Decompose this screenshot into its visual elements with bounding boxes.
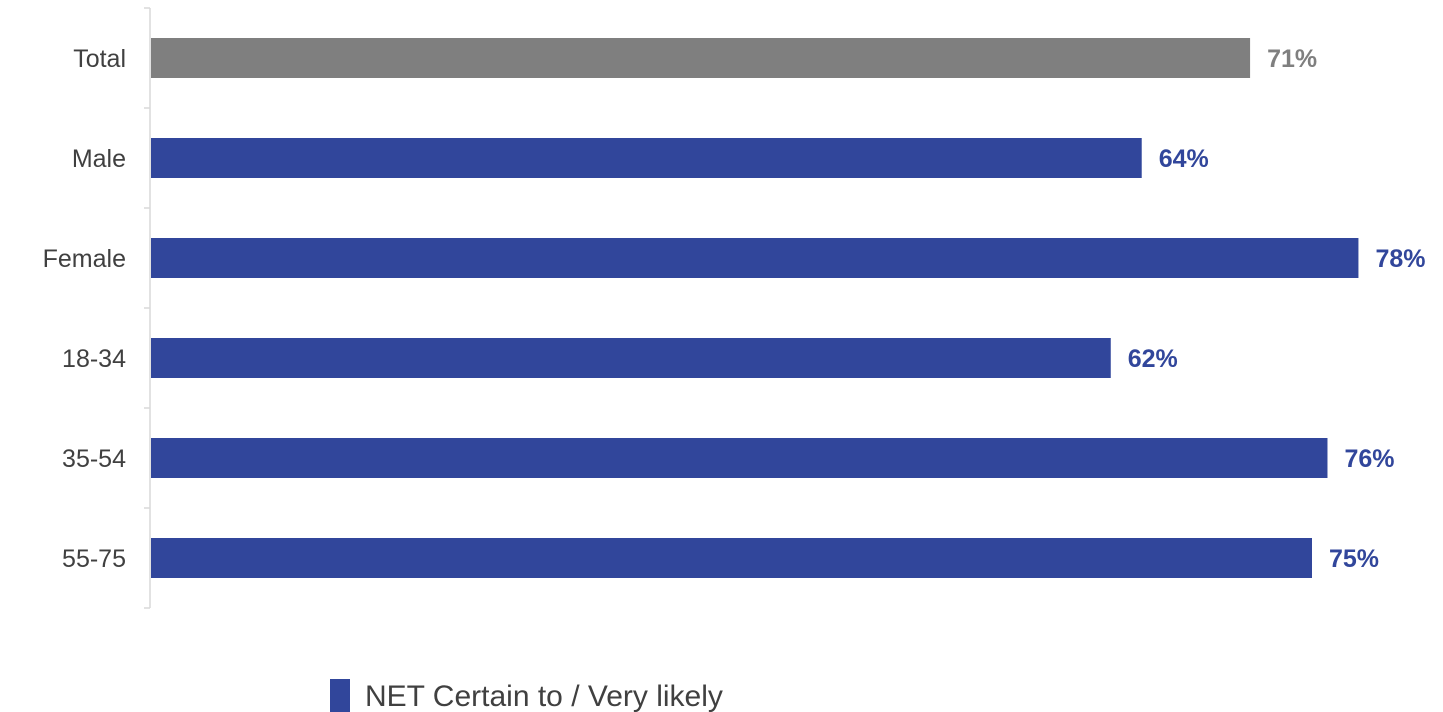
data-label: 75% [1329,545,1379,573]
bar [151,38,1251,78]
bar [151,438,1328,478]
legend-swatch [330,679,350,712]
category-label: Male [72,145,126,173]
bar [151,338,1111,378]
bar [151,238,1359,278]
category-label: 18-34 [62,345,126,373]
category-label: Total [73,45,126,73]
legend: NET Certain to / Very likely [330,679,723,712]
bar [151,538,1312,578]
category-label: 35-54 [62,445,126,473]
data-label: 64% [1159,145,1209,173]
category-label: Female [43,245,126,273]
data-label: 76% [1344,445,1394,473]
plot-area: Total 71% Male 64% Female 78% 18-34 62% 35-54 76%… [43,7,1425,609]
data-label: 71% [1267,45,1317,73]
category-label: 55-75 [62,545,126,573]
data-label: 62% [1128,345,1178,373]
legend-label: NET Certain to / Very likely [365,680,723,712]
bar [151,138,1142,178]
data-label: 78% [1375,245,1425,273]
